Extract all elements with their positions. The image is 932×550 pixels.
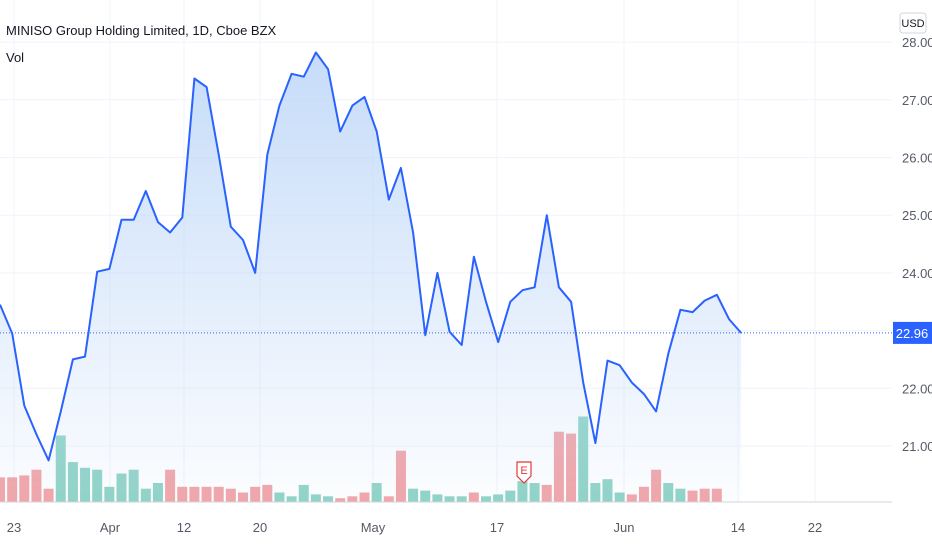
y-tick-label: 25.00	[902, 208, 932, 223]
y-tick-label: 27.00	[902, 93, 932, 108]
chart-title: MINISO Group Holding Limited, 1D, Cboe B…	[6, 23, 277, 38]
y-tick-label: 26.00	[902, 151, 932, 166]
price-area	[0, 52, 742, 502]
y-tick-label: 22.00	[902, 381, 932, 396]
x-tick-label: 14	[731, 520, 745, 535]
x-tick-label: 20	[253, 520, 267, 535]
earnings-marker	[516, 461, 532, 484]
y-tick-label: 28.00	[902, 35, 932, 50]
x-tick-label: 12	[177, 520, 191, 535]
last-price-label: 22.96	[896, 326, 929, 341]
currency-label: USD	[901, 18, 924, 30]
y-tick-label: 21.00	[902, 439, 932, 454]
x-tick-label: 22	[808, 520, 822, 535]
x-tick-label: May	[361, 520, 386, 535]
price-line	[0, 51, 742, 462]
x-tick-label: 23	[7, 520, 21, 535]
last-price-badge	[893, 321, 932, 344]
x-tick-label: Jun	[614, 520, 635, 535]
x-tick-label: 17	[490, 520, 504, 535]
volume-indicator-label[interactable]: Vol	[6, 50, 25, 65]
y-tick-label: 24.00	[902, 266, 932, 281]
earnings-marker-label: E	[520, 465, 527, 477]
currency-button	[899, 12, 927, 34]
x-tick-label: Apr	[100, 520, 121, 535]
